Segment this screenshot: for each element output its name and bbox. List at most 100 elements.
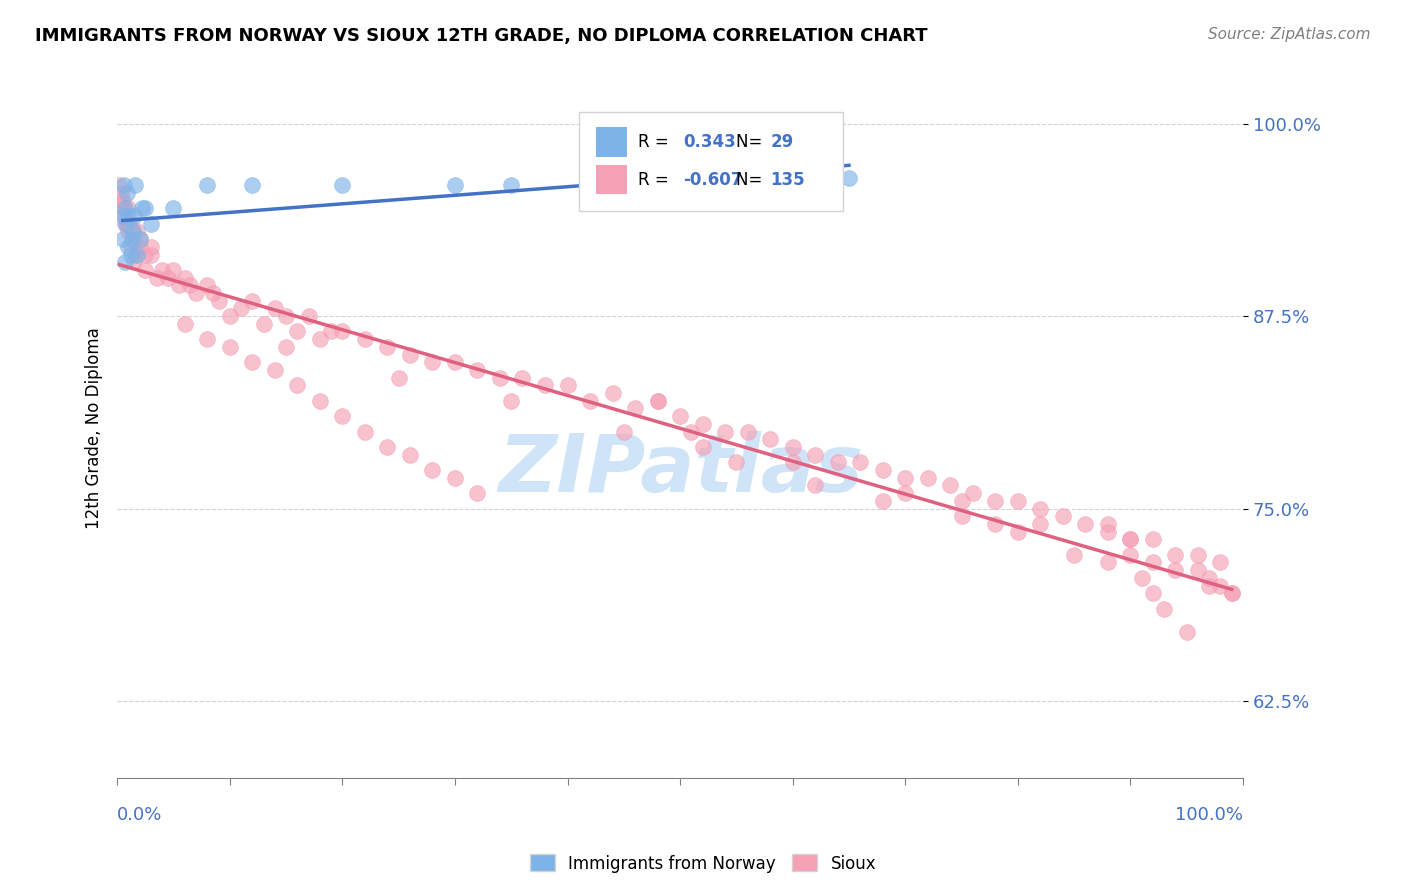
Point [218,309,240,323]
Point [647,393,669,408]
Point [308,393,330,408]
Point [939,478,962,492]
Point [444,355,467,369]
Point [1153,601,1175,615]
Point [444,178,467,193]
Text: 0.343: 0.343 [683,133,737,151]
Point [111,209,134,223]
Point [117,240,139,254]
Text: 29: 29 [770,133,793,151]
Point [201,285,224,300]
Point [128,232,150,246]
Point [377,440,399,454]
Point [285,378,308,392]
Point [962,486,984,500]
Point [1175,624,1198,639]
Text: ZIPatlas: ZIPatlas [498,431,863,508]
Point [838,170,860,185]
Point [128,232,150,246]
Point [122,232,145,246]
Point [117,209,139,223]
Point [512,370,534,384]
Point [127,247,149,261]
Point [1130,571,1153,585]
Point [613,425,636,439]
Text: 100.0%: 100.0% [1175,806,1243,824]
Point [134,263,156,277]
Point [1198,578,1220,592]
Point [692,417,714,431]
Point [131,202,153,216]
Point [120,240,142,254]
Point [467,486,489,500]
Point [274,340,297,354]
Point [285,325,308,339]
Point [139,247,162,261]
Point [804,478,827,492]
Point [725,455,748,469]
Point [354,425,377,439]
Point [388,370,411,384]
Point [399,348,422,362]
Text: 0.0%: 0.0% [117,806,163,824]
Point [115,209,138,223]
Point [849,455,872,469]
Point [354,332,377,346]
Point [122,209,145,223]
Point [1142,556,1164,570]
Point [534,378,557,392]
Point [263,363,285,377]
Point [122,255,145,269]
Point [984,494,1007,508]
Point [681,425,703,439]
Point [229,301,252,316]
Point [114,255,136,269]
Point [173,270,195,285]
Point [195,332,218,346]
Point [218,340,240,354]
Point [737,425,759,439]
Point [112,178,135,193]
Point [117,202,139,216]
Y-axis label: 12th Grade, No Diploma: 12th Grade, No Diploma [86,326,103,529]
Point [1119,533,1142,547]
Point [1164,563,1187,577]
Point [139,217,162,231]
Point [444,471,467,485]
Point [602,386,624,401]
Point [110,186,132,200]
Point [319,325,342,339]
Point [714,425,737,439]
Point [111,194,134,208]
Point [330,178,353,193]
Point [124,178,146,193]
Point [782,440,804,454]
Point [1063,548,1085,562]
Point [827,455,849,469]
Point [156,270,179,285]
Point [399,448,422,462]
Point [330,325,353,339]
Text: Source: ZipAtlas.com: Source: ZipAtlas.com [1208,27,1371,42]
Point [950,494,973,508]
Point [984,516,1007,531]
Point [1209,556,1232,570]
Text: N=: N= [737,170,768,189]
Point [1097,524,1119,539]
Point [330,409,353,424]
Point [1187,563,1209,577]
Point [1007,494,1029,508]
Point [1220,586,1243,600]
Point [207,293,229,308]
Point [467,363,489,377]
Text: 135: 135 [770,170,804,189]
Point [422,463,444,477]
Point [240,178,263,193]
FancyBboxPatch shape [596,128,627,157]
Point [145,270,167,285]
Point [759,432,782,446]
Text: IMMIGRANTS FROM NORWAY VS SIOUX 12TH GRADE, NO DIPLOMA CORRELATION CHART: IMMIGRANTS FROM NORWAY VS SIOUX 12TH GRA… [35,27,928,45]
Point [950,509,973,524]
Point [173,317,195,331]
Point [624,401,647,416]
